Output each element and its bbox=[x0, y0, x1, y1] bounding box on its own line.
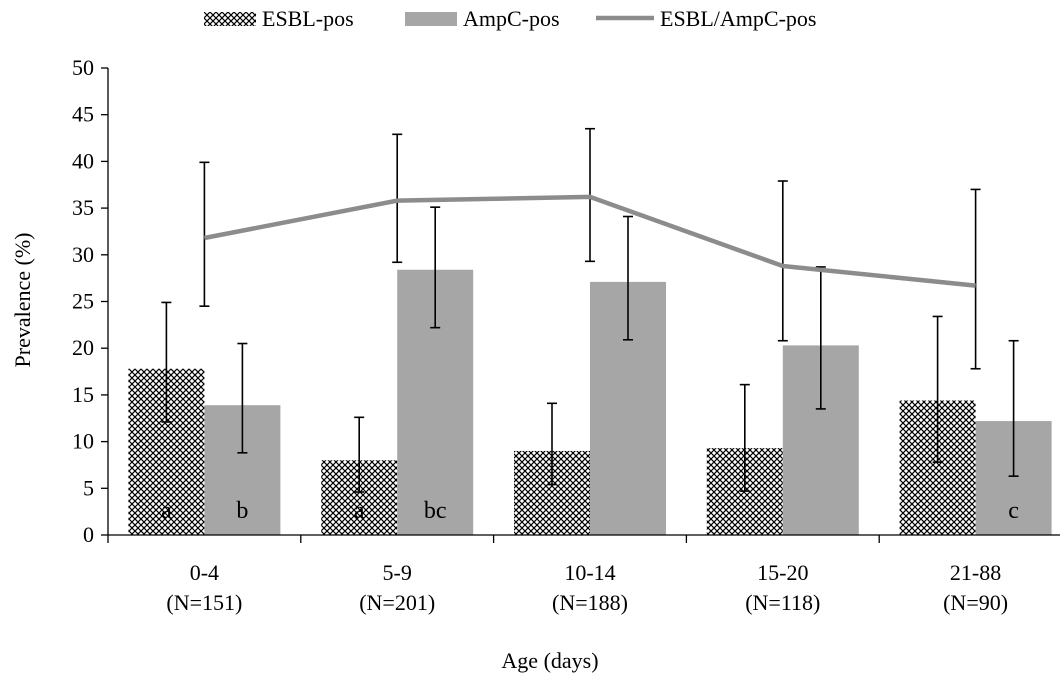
y-tick-label: 50 bbox=[72, 55, 94, 80]
y-tick-label: 45 bbox=[72, 102, 94, 127]
y-tick-label: 30 bbox=[72, 242, 94, 267]
y-tick-label: 25 bbox=[72, 289, 94, 314]
x-tick-label: 15-20 bbox=[757, 560, 808, 585]
y-tick-label: 10 bbox=[72, 429, 94, 454]
significance-letter: a bbox=[354, 498, 365, 524]
legend: ESBL-pos AmpC-pos ESBL/AmpC-pos bbox=[204, 6, 816, 31]
legend-label: AmpC-pos bbox=[463, 6, 560, 31]
error-bars bbox=[161, 127, 1019, 493]
bars bbox=[128, 269, 1052, 535]
y-axis-title: Prevalence (%) bbox=[10, 233, 35, 368]
x-tick-sublabel: (N=151) bbox=[166, 590, 242, 615]
legend-swatch bbox=[405, 12, 457, 26]
significance-letter: c bbox=[1008, 498, 1019, 524]
line-esbl-ampc-pos bbox=[203, 194, 976, 288]
x-tick-label: 5-9 bbox=[383, 560, 412, 585]
y-axis: 0 5 10 15 20 25 30 35 40 45 50 bbox=[72, 55, 109, 547]
line-series bbox=[203, 194, 976, 288]
y-tick-label: 0 bbox=[83, 522, 94, 547]
y-tick-label: 20 bbox=[72, 335, 94, 360]
annotations: a a b bc c bbox=[161, 498, 1019, 524]
x-tick-label: 21-88 bbox=[950, 560, 1001, 585]
y-tick-label: 35 bbox=[72, 195, 94, 220]
x-tick-sublabel: (N=201) bbox=[359, 590, 435, 615]
y-tick-label: 40 bbox=[72, 148, 94, 173]
x-tick-sublabel: (N=118) bbox=[745, 590, 820, 615]
x-tick-sublabel: (N=188) bbox=[552, 590, 628, 615]
significance-letter: a bbox=[161, 498, 172, 524]
legend-label: ESBL-pos bbox=[262, 6, 354, 31]
significance-letter: b bbox=[236, 498, 248, 524]
x-axis: 0-4 (N=151) 5-9 (N=201) 10-14 (N=188) 15-20 (N=… bbox=[107, 534, 1060, 615]
x-axis-title: Age (days) bbox=[501, 648, 598, 673]
x-tick-sublabel: (N=90) bbox=[943, 590, 1008, 615]
significance-letter: bc bbox=[424, 498, 447, 524]
x-tick-label: 10-14 bbox=[564, 560, 615, 585]
legend-label: ESBL/AmpC-pos bbox=[660, 6, 816, 31]
legend-swatch bbox=[204, 12, 256, 26]
y-tick-label: 5 bbox=[83, 475, 94, 500]
x-tick-label: 0-4 bbox=[190, 560, 219, 585]
y-tick-label: 15 bbox=[72, 382, 94, 407]
